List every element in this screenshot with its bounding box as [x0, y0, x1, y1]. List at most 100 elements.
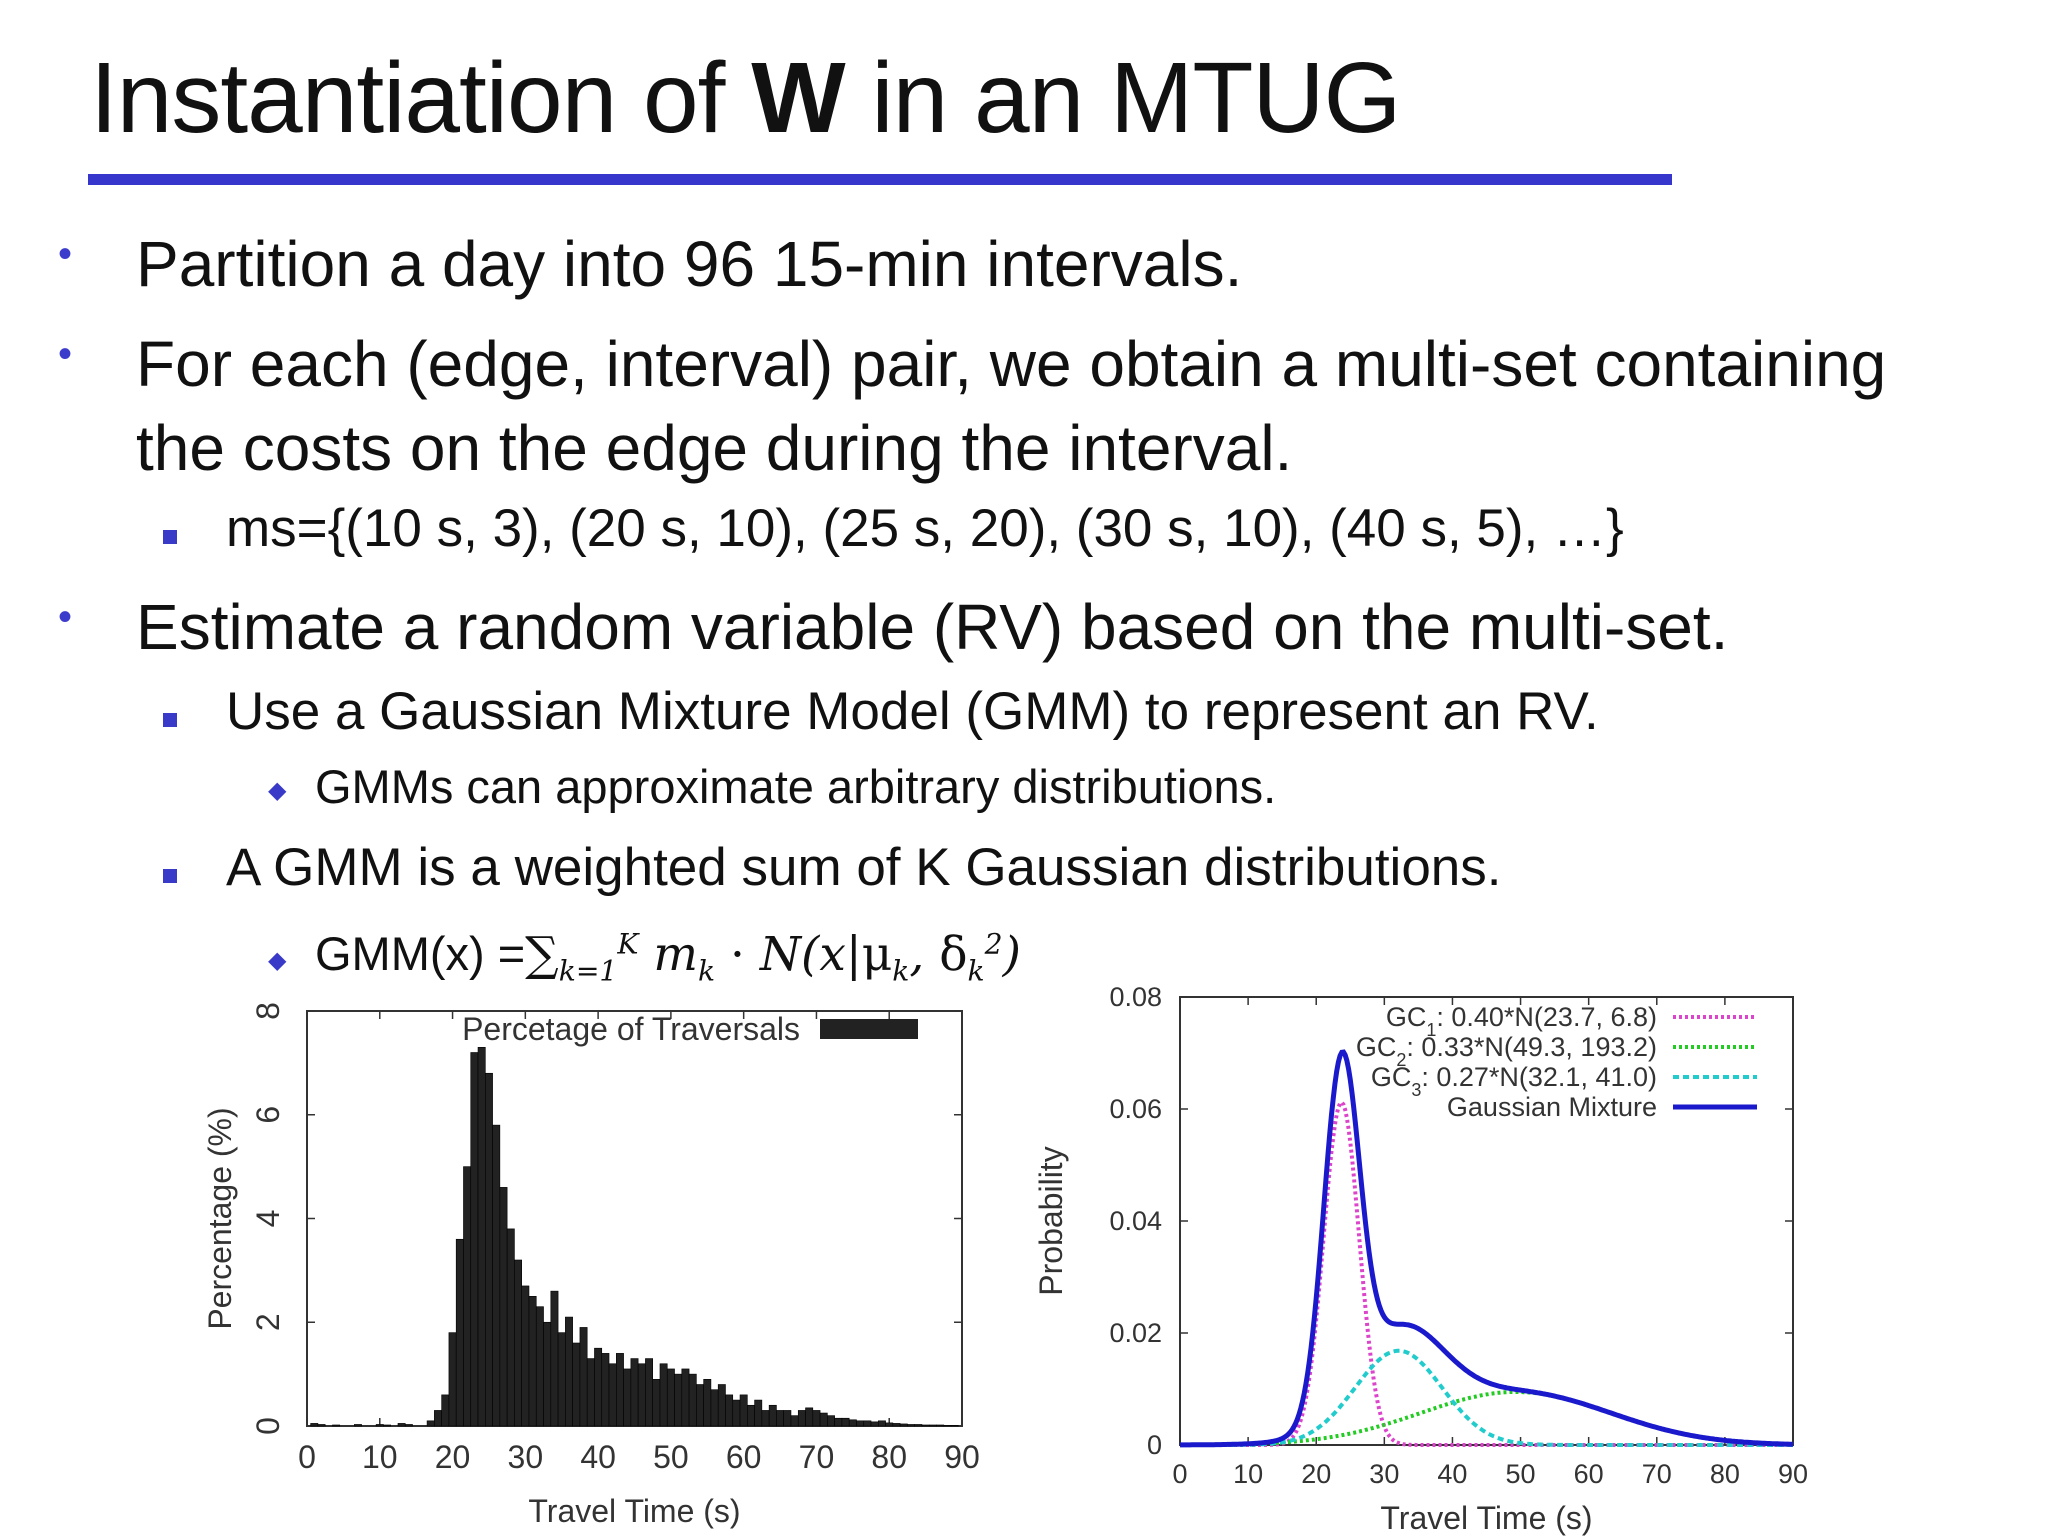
bullet-dot: •	[58, 595, 73, 639]
histogram-bar	[565, 1316, 573, 1427]
histogram-bar	[768, 1404, 777, 1427]
histogram-bar	[812, 1410, 821, 1427]
y-axis-label: Percentage (%)	[202, 1107, 238, 1329]
histogram-bar	[754, 1399, 763, 1427]
histogram-bar	[827, 1415, 835, 1427]
histogram-bar	[928, 1424, 937, 1427]
histogram-bar	[434, 1410, 442, 1427]
title-underline	[88, 174, 1672, 185]
x-tick-label: 10	[362, 1439, 398, 1475]
histogram-bar	[681, 1368, 690, 1427]
sub-sub-bullet-diamond: ◆	[268, 947, 287, 974]
histogram-bar	[739, 1394, 748, 1427]
legend-label: GC3: 0.27*N(32.1, 41.0)	[1371, 1062, 1657, 1100]
bullet-multiset-line2: the costs on the edge during the interva…	[136, 412, 1293, 484]
histogram-bar	[332, 1424, 341, 1427]
x-tick-label: 70	[799, 1439, 835, 1475]
x-tick-label: 90	[944, 1439, 980, 1475]
y-tick-label: 0.04	[1109, 1206, 1162, 1236]
histogram-bar	[747, 1404, 755, 1427]
histogram-bar	[899, 1423, 908, 1427]
histogram-bar	[703, 1379, 712, 1427]
histogram-bar	[921, 1424, 930, 1427]
histogram-bar	[383, 1424, 391, 1427]
mixture-curve	[1180, 1049, 1794, 1448]
x-tick-label: 0	[298, 1439, 316, 1475]
x-tick-label: 30	[1369, 1459, 1399, 1489]
x-tick-label: 0	[1172, 1459, 1187, 1489]
x-tick-label: 80	[871, 1439, 907, 1475]
y-tick-label: 4	[250, 1210, 286, 1228]
histogram-bar	[688, 1373, 697, 1427]
gmm-approximate: GMMs can approximate arbitrary distribut…	[315, 760, 1277, 813]
histogram-bar	[586, 1358, 595, 1427]
bullet-dot: •	[58, 332, 73, 376]
gmm-weighted-sum: A GMM is a weighted sum of K Gaussian di…	[226, 838, 1502, 897]
histogram-bar	[375, 1424, 384, 1427]
bullet-dot: •	[58, 232, 73, 276]
x-tick-label: 50	[653, 1439, 689, 1475]
gmm-represent-rv: Use a Gaussian Mixture Model (GMM) to re…	[226, 682, 1599, 741]
histogram-bar	[761, 1410, 770, 1427]
x-tick-label: 90	[1778, 1459, 1808, 1489]
histogram-bar	[863, 1420, 872, 1427]
y-tick-label: 0.08	[1109, 982, 1162, 1012]
histogram-bar	[616, 1353, 624, 1427]
y-axis-label: Probability	[1033, 1146, 1069, 1295]
travel-time-histogram: 0 10 20 30 40 50 60 70 80 90 0 2 4 6 8 Travel Time (s) P…	[202, 1002, 980, 1529]
histogram-bar	[856, 1420, 865, 1427]
histogram-bar	[404, 1424, 413, 1427]
histogram-bar	[477, 1047, 486, 1427]
x-tick-label: 60	[726, 1439, 762, 1475]
gaussian-mixture-chart: 0 10 20 30 40 50 60 70 80 90 0 0.02 0.04 0.06 0.08 Trav…	[1033, 982, 1808, 1536]
slide-title: Instantiation of W in an MTUG	[90, 42, 1401, 154]
histogram-bar	[841, 1417, 850, 1427]
histogram-bar	[637, 1363, 646, 1427]
sub-bullet-square	[163, 530, 177, 544]
histogram-bar	[819, 1412, 828, 1427]
x-axis-label: Travel Time (s)	[1380, 1500, 1592, 1536]
histogram-bar	[710, 1389, 719, 1427]
histogram-bar	[310, 1423, 319, 1427]
histogram-bar	[550, 1290, 559, 1427]
histogram-bar	[397, 1423, 406, 1427]
multiset-example: ms={(10 s, 3), (20 s, 10), (25 s, 20), (…	[226, 499, 1624, 558]
x-tick-label: 20	[1301, 1459, 1331, 1489]
histogram-bar	[535, 1306, 544, 1427]
histogram-bar	[674, 1373, 683, 1427]
histogram-bar	[485, 1072, 493, 1427]
y-tick-label: 0.06	[1109, 1094, 1162, 1124]
histogram-bar	[630, 1358, 639, 1427]
histogram-bar	[557, 1332, 566, 1427]
histogram-bar	[579, 1327, 588, 1427]
histogram-bar	[594, 1347, 603, 1427]
histogram-bar	[797, 1410, 806, 1427]
gmm-formula: GMM(x) =∑k=1K mk · N(x|μk, δk2)	[315, 927, 1021, 988]
histogram-bar	[506, 1228, 515, 1427]
histogram-bar	[652, 1379, 661, 1427]
sub-bullet-square	[163, 869, 177, 883]
x-tick-label: 10	[1233, 1459, 1263, 1489]
sub-sub-bullet-diamond: ◆	[268, 777, 287, 804]
legend-swatch	[820, 1019, 918, 1039]
histogram-bar	[470, 1052, 479, 1427]
y-tick-label: 6	[250, 1106, 286, 1124]
histogram-bar	[943, 1425, 952, 1427]
histogram-bar	[528, 1296, 537, 1427]
y-tick-label: 2	[250, 1313, 286, 1331]
histogram-bar	[623, 1368, 632, 1427]
histogram-bar	[666, 1368, 675, 1427]
histogram-bar	[317, 1424, 326, 1427]
legend-label: Gaussian Mixture	[1447, 1092, 1657, 1122]
histogram-bar	[892, 1423, 901, 1427]
component-curve	[1180, 1348, 1793, 1447]
bullet-estimate-rv: Estimate a random variable (RV) based on…	[136, 591, 1729, 663]
bullet-multiset-line1: For each (edge, interval) pair, we obtai…	[136, 328, 1887, 400]
histogram-bar	[543, 1321, 552, 1427]
histogram-bar	[717, 1384, 726, 1427]
histogram-bar	[463, 1166, 472, 1427]
histogram-bar	[725, 1394, 734, 1427]
histogram-bar	[870, 1421, 879, 1427]
histogram-bar	[732, 1399, 741, 1427]
x-tick-label: 40	[1437, 1459, 1467, 1489]
